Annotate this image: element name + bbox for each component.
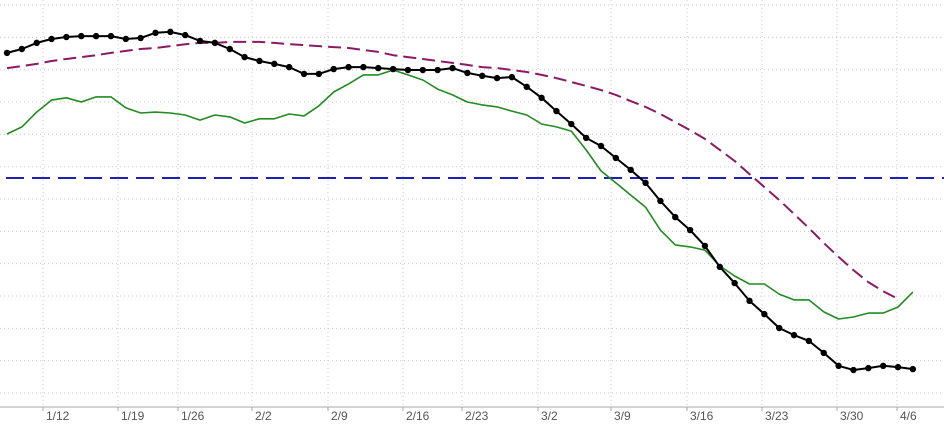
x-tick-label: 4/6 — [900, 409, 917, 423]
data-point-black — [820, 349, 827, 357]
data-point-black — [508, 73, 516, 81]
data-point-black — [746, 297, 753, 305]
series-line-black — [6, 30, 914, 371]
data-point-black — [523, 83, 530, 91]
data-point-black — [211, 39, 219, 47]
data-point-black — [464, 69, 471, 77]
data-point-black — [300, 70, 308, 78]
data-point-black — [33, 39, 40, 47]
data-point-black — [226, 45, 233, 53]
data-point-black — [672, 213, 679, 221]
x-tick-label: 2/16 — [406, 409, 430, 423]
data-point-black — [716, 263, 723, 271]
data-point-black — [92, 32, 100, 40]
series-group — [3, 28, 944, 374]
data-point-black — [657, 197, 664, 205]
data-point-black — [731, 279, 738, 287]
data-point-black — [879, 362, 887, 370]
data-point-black — [493, 74, 501, 82]
data-point-black — [538, 94, 545, 102]
x-tick-label: 3/23 — [765, 409, 789, 423]
data-point-black — [642, 179, 649, 187]
data-point-black — [612, 154, 620, 162]
data-point-black — [761, 310, 768, 318]
data-point-black — [196, 37, 204, 45]
data-point-black — [389, 65, 397, 73]
data-point-black — [419, 66, 426, 74]
data-point-black — [122, 35, 129, 43]
data-point-black — [167, 28, 174, 36]
data-point-black — [790, 331, 798, 339]
data-point-black — [315, 70, 323, 78]
data-point-black — [18, 45, 26, 53]
x-tick-label: 1/26 — [181, 409, 205, 423]
grid — [0, 0, 944, 407]
data-point-black — [597, 142, 605, 150]
data-point-black — [568, 120, 575, 128]
data-point-black — [256, 57, 263, 65]
data-point-black — [182, 31, 189, 39]
series-line-green — [6, 69, 914, 320]
data-point-black — [776, 324, 783, 332]
x-axis-ticks: 1/12 1/19 1/26 2/2 2/9 2/16 2/23 3/2 3/9 3/16 3/23… — [42, 407, 917, 423]
data-point-black — [241, 53, 248, 61]
data-point-black — [107, 32, 115, 40]
data-point-black — [479, 72, 486, 80]
data-point-black — [152, 29, 159, 37]
data-point-black — [894, 363, 902, 371]
series-line-maroon — [6, 40, 899, 300]
x-tick-label: 2/2 — [255, 409, 272, 423]
data-point-black — [865, 364, 872, 372]
x-tick-label: 3/16 — [690, 409, 714, 423]
x-tick-label: 1/12 — [46, 409, 70, 423]
data-point-black — [78, 32, 85, 40]
data-point-black — [285, 63, 293, 71]
x-tick-label: 2/23 — [465, 409, 489, 423]
data-point-black — [3, 49, 11, 57]
data-point-black — [63, 33, 70, 41]
data-point-black — [404, 66, 412, 74]
data-point-black — [835, 362, 842, 370]
data-point-black — [375, 64, 382, 72]
data-point-black — [582, 134, 590, 142]
data-point-black — [330, 65, 337, 73]
x-tick-label: 2/9 — [331, 409, 348, 423]
data-point-black — [137, 34, 144, 42]
data-point-black — [434, 66, 441, 74]
data-point-black — [627, 166, 634, 174]
data-point-black — [360, 63, 367, 71]
data-point-black — [271, 60, 278, 68]
data-point-black — [850, 366, 857, 374]
data-point-black — [48, 35, 55, 43]
data-point-black — [701, 242, 709, 250]
data-point-black — [805, 337, 813, 345]
data-point-black — [909, 365, 917, 373]
x-tick-label: 1/19 — [121, 409, 145, 423]
data-point-black — [686, 226, 694, 234]
x-tick-label: 3/2 — [541, 409, 558, 423]
data-point-black — [449, 64, 456, 72]
data-point-black — [345, 63, 352, 71]
x-tick-label: 3/9 — [614, 409, 631, 423]
data-point-black — [553, 107, 560, 115]
x-tick-label: 3/30 — [840, 409, 864, 423]
